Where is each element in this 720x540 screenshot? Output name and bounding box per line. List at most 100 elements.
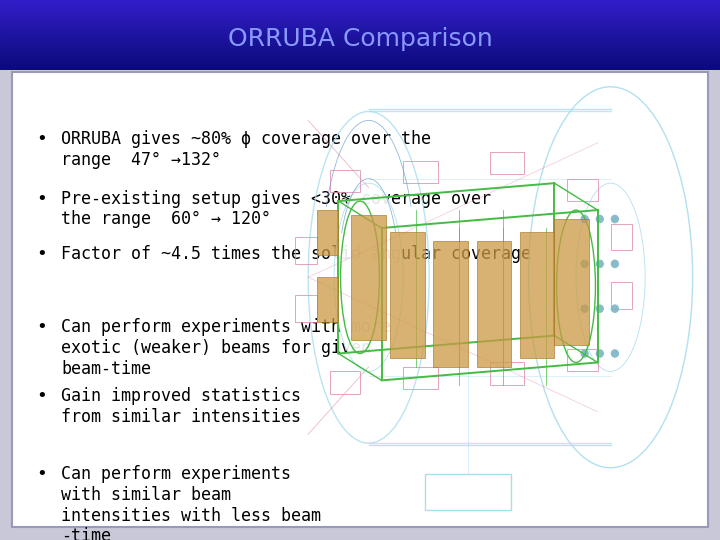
Bar — [0, 44, 720, 45]
Circle shape — [611, 260, 618, 267]
Text: Gain improved statistics
from similar intensities: Gain improved statistics from similar in… — [61, 387, 302, 426]
Bar — [295, 237, 317, 264]
Bar — [611, 282, 632, 309]
Bar — [0, 1, 720, 2]
Circle shape — [596, 215, 603, 222]
Bar — [0, 58, 720, 59]
Ellipse shape — [576, 183, 645, 372]
Bar — [0, 52, 720, 53]
Bar — [0, 28, 720, 29]
Bar — [0, 11, 720, 12]
Bar — [0, 4, 720, 5]
Bar — [0, 29, 720, 30]
Circle shape — [611, 215, 618, 222]
Bar — [0, 62, 720, 63]
Bar — [330, 170, 360, 192]
Text: •: • — [37, 465, 48, 483]
Bar — [0, 21, 720, 22]
Bar — [0, 8, 720, 9]
Bar — [0, 43, 720, 44]
Circle shape — [596, 350, 603, 357]
Text: •: • — [37, 190, 48, 207]
Text: •: • — [37, 318, 48, 336]
Bar — [0, 9, 720, 10]
Bar — [0, 53, 720, 55]
Bar — [295, 295, 317, 322]
Bar — [0, 41, 720, 42]
Circle shape — [596, 305, 603, 312]
Bar — [0, 59, 720, 60]
Bar — [611, 224, 632, 251]
Bar — [0, 25, 720, 26]
Bar — [490, 152, 524, 174]
Circle shape — [581, 350, 588, 357]
Text: •: • — [37, 387, 48, 405]
Ellipse shape — [334, 183, 403, 372]
Bar — [0, 36, 720, 37]
Bar — [317, 278, 338, 322]
Bar — [330, 372, 360, 394]
Bar — [0, 42, 720, 43]
Circle shape — [581, 260, 588, 267]
Bar — [0, 31, 720, 32]
Bar — [0, 51, 720, 52]
Bar — [0, 69, 720, 70]
Bar — [0, 7, 720, 8]
Bar — [0, 45, 720, 46]
Circle shape — [581, 215, 588, 222]
Bar — [567, 349, 598, 372]
Bar — [403, 161, 438, 183]
Bar — [425, 475, 511, 510]
Bar — [0, 15, 720, 16]
Bar — [0, 5, 720, 6]
Text: Factor of ~4.5 times the solid angular coverage: Factor of ~4.5 times the solid angular c… — [61, 245, 531, 262]
Bar — [0, 38, 720, 39]
Bar — [0, 27, 720, 28]
Bar — [0, 32, 720, 33]
Bar — [390, 232, 425, 358]
Circle shape — [611, 350, 618, 357]
Text: ORRUBA Comparison: ORRUBA Comparison — [228, 26, 492, 51]
Bar — [0, 37, 720, 38]
Bar — [0, 63, 720, 64]
Bar — [0, 40, 720, 41]
Bar — [0, 39, 720, 40]
Bar — [0, 2, 720, 3]
Bar — [520, 232, 554, 358]
Circle shape — [581, 305, 588, 312]
Bar — [0, 46, 720, 48]
Text: Pre-existing setup gives <30% coverage over
the range  60° → 120°: Pre-existing setup gives <30% coverage o… — [61, 190, 491, 228]
Bar — [0, 20, 720, 21]
Bar — [0, 55, 720, 56]
Bar — [490, 362, 524, 385]
Bar — [0, 13, 720, 14]
Bar — [0, 48, 720, 49]
Bar — [0, 14, 720, 15]
Bar — [351, 214, 386, 340]
Bar — [317, 210, 338, 255]
Text: •: • — [37, 130, 48, 148]
FancyBboxPatch shape — [12, 72, 708, 527]
Bar — [433, 241, 468, 367]
Text: ORRUBA gives ~80% ϕ coverage over the
range  47° →132°: ORRUBA gives ~80% ϕ coverage over the ra… — [61, 130, 431, 168]
Bar — [0, 23, 720, 24]
Bar — [567, 179, 598, 201]
Circle shape — [596, 260, 603, 267]
Bar — [0, 65, 720, 66]
Bar — [0, 22, 720, 23]
Bar — [403, 367, 438, 389]
Bar — [0, 49, 720, 50]
Bar — [0, 16, 720, 17]
Bar — [0, 18, 720, 19]
Bar — [0, 66, 720, 68]
Bar — [477, 241, 511, 367]
Bar — [0, 30, 720, 31]
Bar — [0, 35, 720, 36]
Bar — [0, 6, 720, 7]
Bar — [0, 19, 720, 20]
Text: •: • — [37, 245, 48, 262]
Bar — [0, 68, 720, 69]
Text: Can perform experiments with more
exotic (weaker) beams for given
beam-time: Can perform experiments with more exotic… — [61, 318, 392, 377]
Bar — [0, 60, 720, 62]
Bar — [0, 12, 720, 13]
